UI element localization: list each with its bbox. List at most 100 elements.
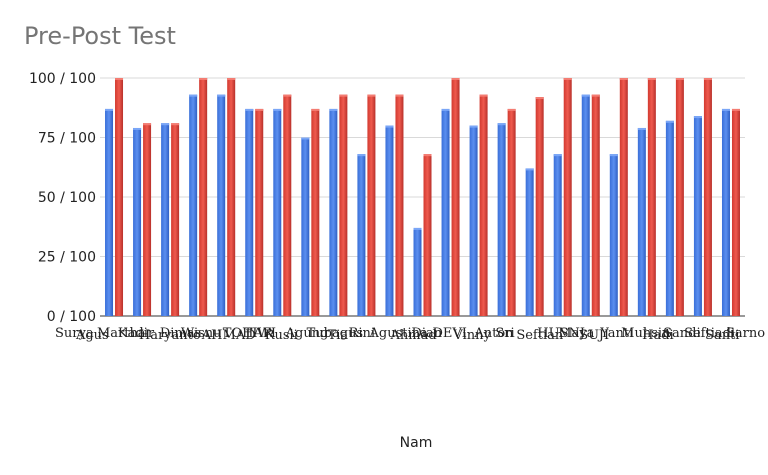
bar-top-highlight	[423, 154, 432, 157]
gridlines	[100, 77, 745, 317]
bar-series-2	[647, 78, 656, 316]
bar-top-highlight	[619, 78, 628, 80]
bar-series-2	[171, 123, 180, 316]
bar-top-highlight	[507, 108, 516, 111]
bar-series-1	[105, 108, 114, 316]
bar-series-2	[199, 78, 208, 316]
x-tick-label: Rini	[349, 326, 375, 341]
bar-top-highlight	[675, 78, 684, 80]
bar-top-highlight	[385, 125, 394, 128]
bar-series-1	[189, 94, 198, 316]
bar-top-highlight	[731, 108, 740, 111]
bar-series-1	[609, 154, 618, 316]
bar-series-1	[441, 108, 450, 316]
x-tick-label: Rusli	[265, 328, 298, 343]
x-tick-label: Tubagus	[307, 326, 363, 341]
x-tick-label: Martha	[97, 326, 146, 341]
x-tick-label: SUJI	[579, 328, 609, 343]
bar-series-1	[581, 94, 590, 316]
bar-top-highlight	[357, 154, 366, 157]
bar-top-highlight	[161, 123, 170, 126]
bar-top-highlight	[133, 127, 142, 130]
bar-series-2	[451, 78, 460, 316]
bar-top-highlight	[441, 108, 450, 111]
bar-top-highlight	[255, 108, 264, 111]
bar-series-2	[731, 108, 740, 316]
bar-top-highlight	[497, 123, 506, 126]
x-tick-label: Sarno	[726, 326, 765, 341]
bar-series-2	[115, 78, 124, 316]
x-tick-label: Maya	[558, 326, 594, 341]
x-tick-label: Kadir	[118, 326, 155, 341]
bar-series-2	[283, 94, 292, 316]
x-tick-label: TOHAR	[223, 326, 274, 341]
x-axis-label: Nam	[400, 435, 433, 451]
bar-top-highlight	[591, 94, 600, 97]
y-tick-label: 75 / 100	[38, 131, 96, 147]
x-tick-label: Surya	[55, 326, 94, 341]
x-tick-label: Ahmad	[390, 328, 437, 343]
bar-top-highlight	[451, 78, 460, 80]
bar-series-2	[367, 94, 376, 316]
bar-top-highlight	[703, 78, 712, 80]
bar-top-highlight	[329, 108, 338, 111]
bar-series-1	[665, 120, 674, 316]
bar-series-2	[227, 78, 236, 316]
x-tick-label: Anton	[473, 326, 514, 341]
y-axis-ticks: 0 / 100 25 / 100 50 / 100 75 / 100 100 / 100	[29, 71, 96, 325]
x-tick-label: Hadi	[642, 328, 674, 343]
y-tick-label: 25 / 100	[38, 250, 96, 266]
bar-series-2	[619, 78, 628, 316]
bar-series-2	[255, 108, 264, 316]
bar-series-1	[413, 227, 422, 316]
y-tick-label: 0 / 100	[47, 309, 96, 325]
x-tick-label: Agustina	[369, 326, 429, 341]
x-tick-label: HUSNI	[537, 326, 585, 341]
bar-series-1	[469, 125, 478, 316]
bar-top-highlight	[171, 123, 180, 126]
bar-series-2	[591, 94, 600, 316]
bar-series-1	[161, 123, 170, 316]
bar-series-1	[553, 154, 562, 316]
bar-series-2	[339, 94, 348, 316]
bar-top-highlight	[115, 78, 124, 80]
x-tick-label: Seftian	[516, 328, 564, 343]
bar-top-highlight	[693, 116, 702, 119]
y-tick-label: 50 / 100	[38, 190, 96, 206]
x-tick-label: Tia	[328, 328, 349, 343]
bar-top-highlight	[535, 97, 544, 100]
bar-series-1	[357, 154, 366, 316]
bar-series-1	[133, 127, 142, 316]
bar-series-1	[273, 108, 282, 316]
bars	[105, 78, 740, 316]
x-tick-label: Seftiadi	[684, 326, 735, 341]
bar-series-2	[703, 78, 712, 316]
bar-series-1	[301, 137, 310, 316]
bar-top-highlight	[367, 94, 376, 97]
bar-top-highlight	[609, 154, 618, 157]
y-tick-label: 100 / 100	[29, 71, 96, 87]
x-tick-label: Wisnu	[181, 326, 222, 341]
bar-top-highlight	[469, 125, 478, 128]
x-tick-label: Santi	[705, 328, 739, 343]
bar-top-highlight	[525, 168, 534, 171]
bar-top-highlight	[227, 78, 236, 80]
x-tick-label: Agus	[75, 328, 109, 343]
bar-series-2	[563, 78, 572, 316]
bar-top-highlight	[413, 227, 422, 230]
bar-top-highlight	[273, 108, 282, 111]
bar-series-2	[535, 97, 544, 316]
bar-series-1	[329, 108, 338, 316]
x-axis-ticks: SuryaAgusMarthaKadirHaryantoDimasWisnuAH…	[55, 326, 765, 343]
bar-top-highlight	[479, 94, 488, 97]
x-tick-label: Vinny	[452, 328, 491, 343]
bar-series-1	[525, 168, 534, 316]
bar-top-highlight	[189, 94, 198, 97]
bar-top-highlight	[553, 154, 562, 157]
bar-series-2	[507, 108, 516, 316]
bar-series-1	[721, 108, 730, 316]
bar-top-highlight	[339, 94, 348, 97]
x-tick-label: Haryanto	[139, 328, 201, 343]
